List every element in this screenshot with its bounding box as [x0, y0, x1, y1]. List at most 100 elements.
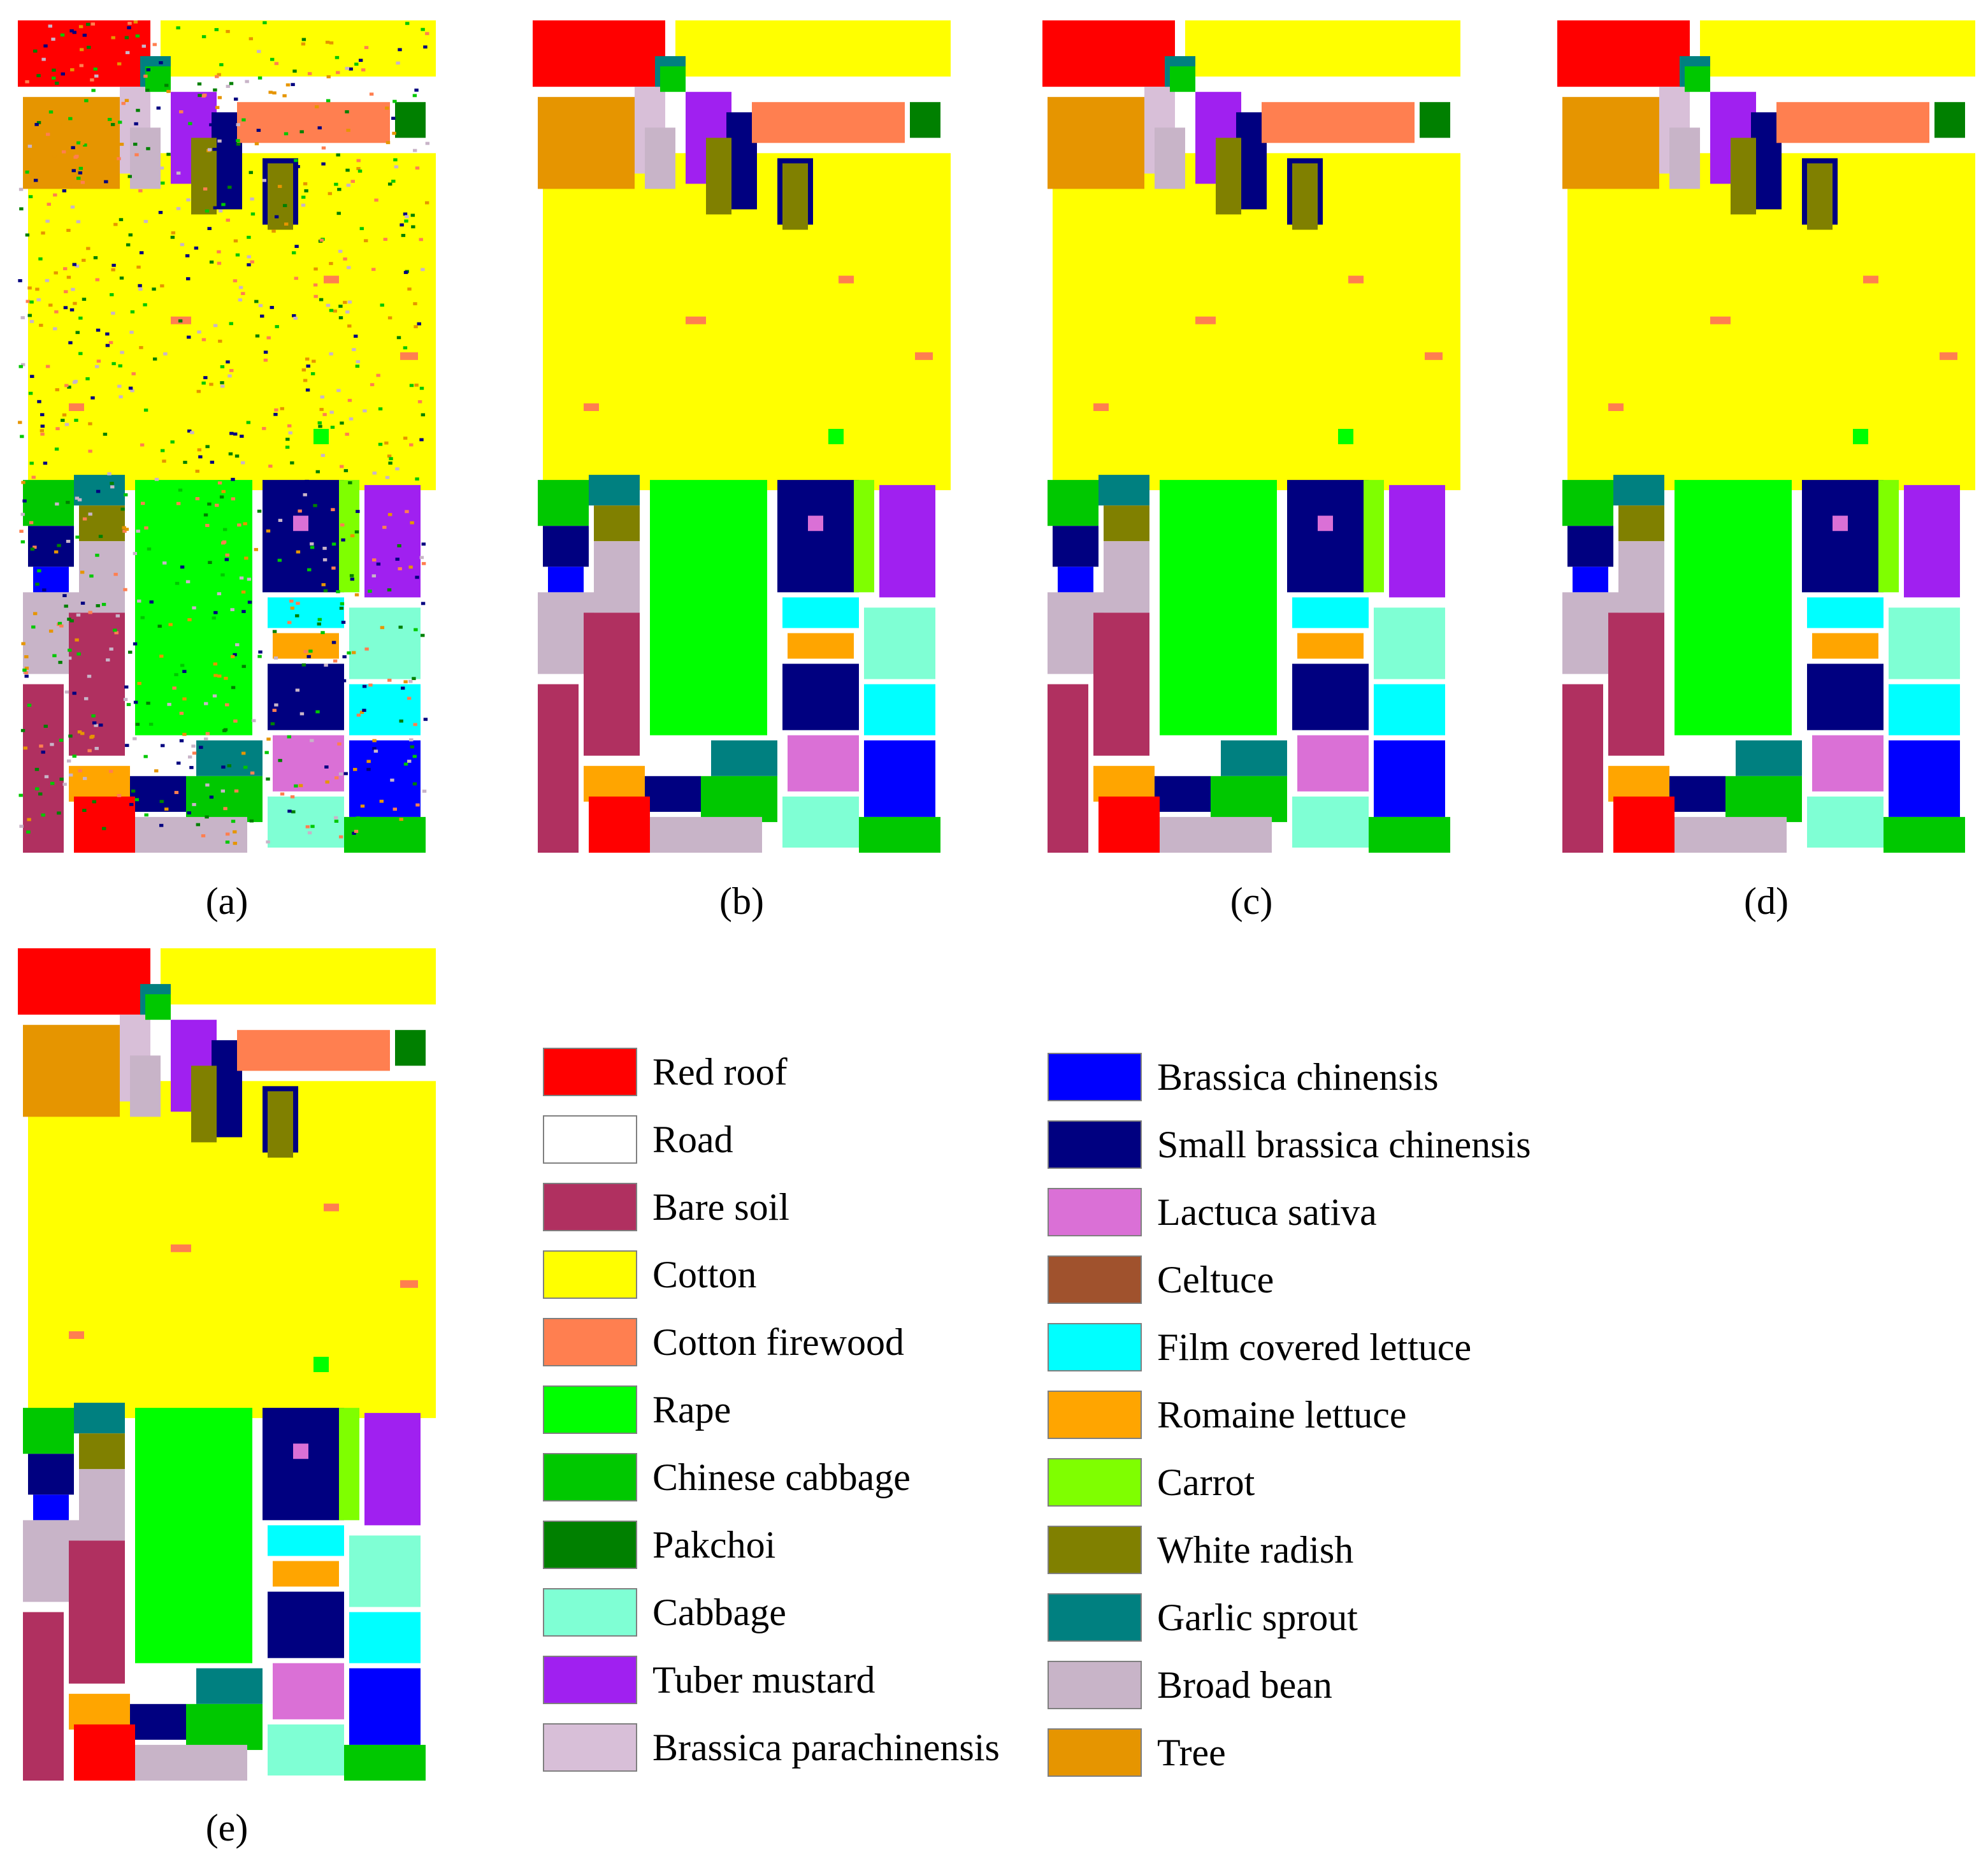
class-region [1104, 541, 1149, 613]
class-region [336, 212, 341, 215]
class-region [40, 429, 45, 433]
class-region [76, 652, 81, 656]
class-region [244, 556, 248, 560]
class-region [383, 238, 388, 241]
class-region [312, 359, 316, 363]
class-region [109, 647, 113, 651]
class-region [191, 1066, 217, 1143]
class-region [133, 142, 138, 146]
class-region [345, 310, 350, 314]
class-region [182, 670, 187, 673]
class-region [33, 49, 38, 53]
class-region [74, 1403, 125, 1434]
class-region [315, 470, 320, 474]
class-region [1731, 138, 1756, 215]
class-region [246, 421, 251, 424]
class-region [133, 642, 138, 646]
class-region [782, 663, 859, 730]
class-region [125, 744, 129, 748]
class-region [50, 781, 55, 785]
class-region [105, 332, 110, 336]
class-region [270, 57, 275, 61]
class-region [338, 835, 343, 839]
class-region [349, 1668, 421, 1745]
class-region [182, 732, 187, 736]
class-region [104, 180, 108, 184]
class-region [78, 171, 83, 175]
class-region [195, 470, 199, 473]
class-region [294, 245, 299, 249]
class-region [199, 746, 203, 749]
classification-map-c [1042, 20, 1460, 853]
class-region [23, 480, 74, 526]
class-region [395, 1030, 426, 1066]
class-region [221, 489, 226, 493]
class-region [397, 544, 401, 547]
class-region [133, 737, 137, 741]
class-region [18, 421, 22, 424]
class-region [331, 566, 336, 570]
class-region [241, 118, 246, 122]
class-region [839, 275, 854, 284]
class-region [205, 209, 210, 213]
class-region [854, 480, 874, 593]
class-region [19, 825, 24, 828]
class-region [419, 556, 424, 560]
class-region [58, 660, 62, 664]
class-region [82, 259, 86, 262]
class-region [195, 497, 200, 500]
class-region [133, 700, 138, 704]
legend-label: Celtuce [1157, 1259, 1274, 1301]
class-region [64, 384, 69, 387]
class-region [414, 383, 419, 387]
legend-swatch [1048, 1255, 1142, 1304]
class-region [240, 461, 245, 465]
class-region [196, 740, 263, 776]
class-region [1211, 776, 1287, 822]
class-region [41, 57, 46, 61]
class-region [288, 671, 292, 675]
class-region [247, 600, 252, 604]
legend-label: Rape [652, 1389, 731, 1431]
class-region [338, 772, 343, 776]
class-region [55, 427, 60, 431]
class-region [136, 108, 140, 112]
class-region [273, 1561, 339, 1587]
class-region [166, 152, 171, 156]
class-region [69, 1693, 130, 1730]
class-region [143, 303, 147, 307]
class-region [197, 448, 202, 452]
class-region [82, 809, 87, 813]
class-region [282, 94, 287, 98]
class-region [294, 784, 298, 788]
class-region [322, 413, 327, 416]
class-region [110, 293, 114, 296]
class-region [149, 600, 154, 604]
class-region [1048, 97, 1144, 189]
class-region [248, 171, 253, 175]
class-region [234, 789, 239, 793]
class-region [343, 257, 347, 261]
class-region [414, 325, 418, 329]
class-region [340, 421, 344, 425]
class-region [350, 577, 355, 581]
class-region [400, 352, 418, 360]
class-region [1557, 20, 1690, 87]
class-region [317, 622, 321, 626]
class-region [263, 1408, 344, 1521]
class-region [359, 227, 364, 231]
class-region [25, 80, 29, 83]
class-region [69, 619, 74, 623]
class-region [66, 275, 71, 279]
class-region [410, 521, 414, 524]
class-region [660, 66, 686, 92]
class-region [162, 561, 167, 565]
class-region [1807, 663, 1884, 730]
class-region [59, 739, 64, 742]
class-region [110, 482, 114, 485]
class-region [307, 72, 312, 75]
class-region [366, 767, 371, 771]
caption-a: (a) [205, 880, 248, 922]
class-region [324, 275, 339, 284]
class-region [190, 431, 194, 435]
